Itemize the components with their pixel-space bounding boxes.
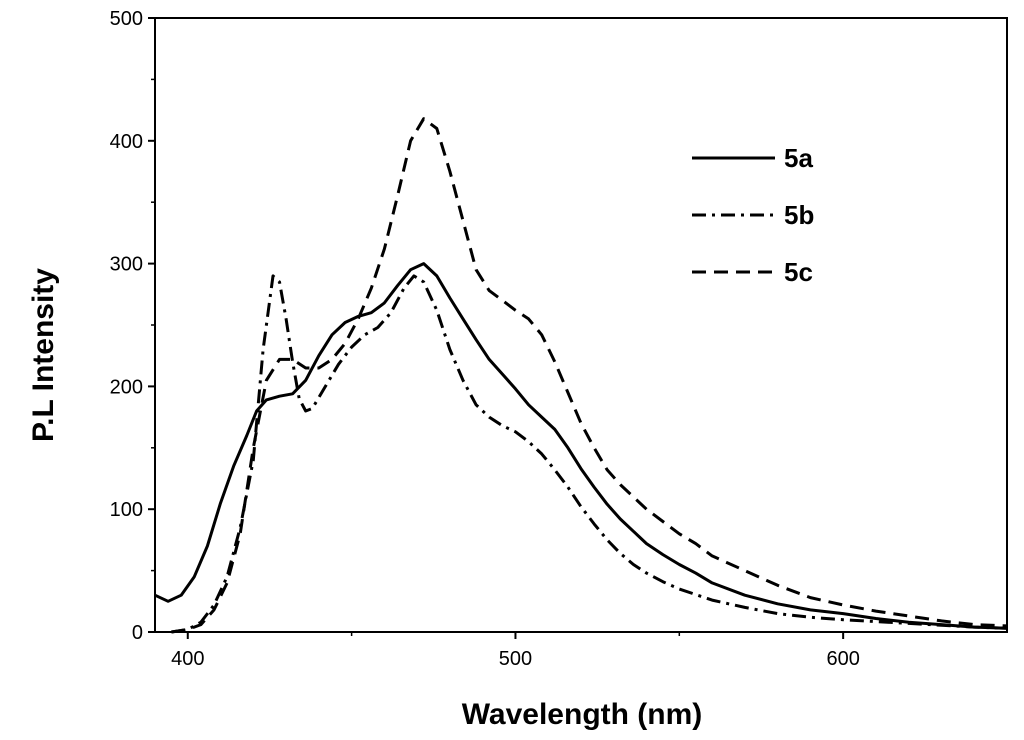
- x-tick-label: 600: [826, 648, 859, 670]
- legend-label-5b: 5b: [784, 200, 814, 230]
- legend-label-5a: 5a: [784, 143, 813, 173]
- y-tick-label: 200: [110, 376, 143, 398]
- y-tick-label: 500: [110, 8, 143, 30]
- legend-label-5c: 5c: [784, 257, 813, 287]
- series-line-5b: [171, 274, 1008, 634]
- x-axis-title: Wavelength (nm): [462, 698, 703, 731]
- y-axis-ticks: 0 100 200 300 400 500: [110, 8, 155, 644]
- plot-frame: [154, 17, 1008, 633]
- y-tick-label: 100: [110, 499, 143, 521]
- x-tick-label: 400: [171, 648, 204, 670]
- legend: 5a 5b 5c: [692, 143, 814, 287]
- y-tick-label: 300: [110, 254, 143, 276]
- x-axis-ticks: 400 500 600: [171, 632, 860, 670]
- y-axis-title: P.L Intensity: [27, 268, 60, 442]
- series-line-5c: [171, 117, 1008, 634]
- series-line-5a: [154, 262, 1008, 630]
- x-tick-label: 500: [499, 648, 532, 670]
- y-tick-label: 0: [132, 622, 143, 644]
- y-tick-label: 400: [110, 131, 143, 153]
- series-layer: [154, 117, 1008, 634]
